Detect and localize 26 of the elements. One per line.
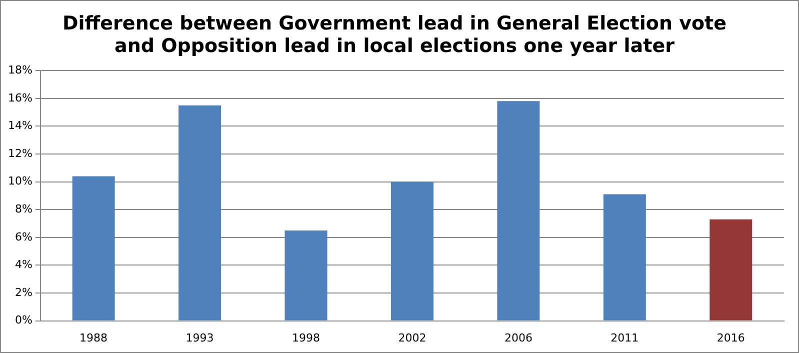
- bar: [603, 194, 646, 320]
- bar: [284, 230, 328, 320]
- text: Difference between Government lead in General Election vote: [62, 12, 727, 34]
- y-tick-label: 2%: [14, 286, 32, 299]
- y-tick-label: 10%: [8, 174, 32, 188]
- y-tick-label: 6%: [14, 230, 32, 244]
- y-tick-label: 0%: [14, 314, 32, 327]
- y-tick-label: 14%: [8, 119, 32, 132]
- bar: [72, 176, 115, 320]
- y-tick-label: 8%: [14, 202, 32, 216]
- bar: [390, 182, 434, 320]
- text: and Opposition lead in local elections one year later: [114, 35, 674, 58]
- y-tick-label: 4%: [14, 258, 32, 272]
- x-tick-label: 1998: [292, 331, 320, 344]
- x-tick-label: 1988: [80, 331, 108, 344]
- bar: [710, 219, 752, 320]
- x-tick-label: 1993: [186, 331, 214, 344]
- y-tick-label: 16%: [8, 91, 32, 104]
- bar: [178, 105, 222, 320]
- y-tick-label: 12%: [8, 146, 32, 160]
- x-tick-label: 2006: [504, 331, 532, 344]
- bar: [497, 101, 540, 320]
- x-tick-label: 2002: [398, 331, 426, 344]
- y-tick-label: 18%: [8, 63, 32, 76]
- x-tick-label: 2011: [610, 331, 639, 344]
- x-tick-label: 2016: [716, 331, 745, 344]
